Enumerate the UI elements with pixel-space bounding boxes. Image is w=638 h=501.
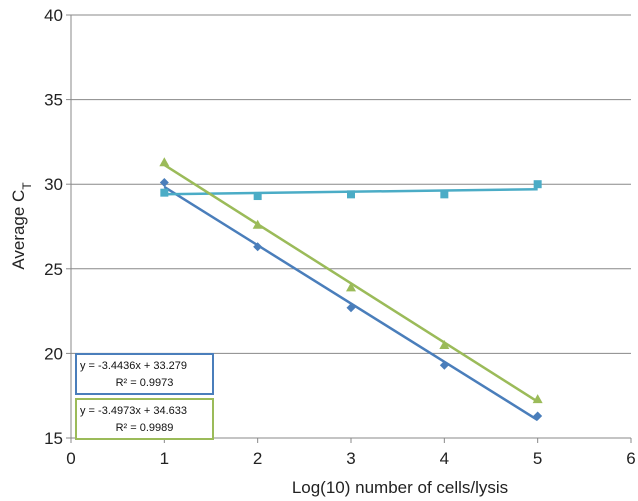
point-series-1-4 [439, 360, 449, 370]
point-series-3-2 [252, 219, 263, 229]
x-tick-label-3: 3 [346, 449, 355, 468]
point-series-2-1 [160, 188, 169, 197]
x-tick-label-4: 4 [440, 449, 449, 468]
point-series-2-5 [533, 180, 542, 189]
point-series-3-5 [532, 394, 543, 404]
point-series-1-2 [253, 242, 263, 252]
r2-text-series-3: R² = 0.9989 [116, 422, 174, 434]
trendlines [163, 163, 539, 422]
equation-box-series-1 [75, 353, 214, 395]
tick-labels: 15 20 25 30 35 40 0 1 2 3 4 5 6 [44, 6, 636, 468]
point-series-1-3 [346, 303, 356, 313]
y-tick-label-20: 20 [44, 344, 63, 363]
point-series-2-3 [347, 190, 355, 199]
x-axis-title: Log(10) number of cells/lysis [292, 478, 508, 497]
x-tick-label-2: 2 [253, 449, 262, 468]
point-series-2-2 [253, 192, 262, 201]
y-tick-label-25: 25 [44, 260, 63, 279]
y-tick-label-30: 30 [44, 175, 63, 194]
y-tick-label-35: 35 [44, 91, 63, 110]
point-series-3-3 [346, 282, 356, 292]
y-axis-title: Average CT [9, 182, 34, 270]
point-series-1-5 [533, 411, 543, 421]
equation-text-series-1: y = -3.4436x + 33.279 [80, 360, 187, 372]
point-series-1-1 [159, 178, 169, 188]
equation-text-series-3: y = -3.4973x + 34.633 [80, 405, 187, 417]
x-tick-label-5: 5 [533, 449, 542, 468]
y-tick-label-40: 40 [44, 6, 63, 25]
x-tick-label-0: 0 [66, 449, 75, 468]
x-tick-label-6: 6 [626, 449, 635, 468]
data-points [159, 157, 543, 421]
y-axis-title-subscript: T [20, 182, 34, 190]
y-tick-label-15: 15 [44, 429, 63, 448]
equation-box-series-3 [75, 398, 214, 440]
y-axis-title-main: Average C [9, 190, 28, 270]
point-series-3-4 [439, 339, 450, 349]
point-series-3-1 [159, 157, 170, 167]
r2-text-series-1: R² = 0.9973 [116, 377, 174, 389]
x-tick-label-1: 1 [160, 449, 169, 468]
equation-boxes: y = -3.4436x + 33.279 R² = 0.9973 y = -3.4… [75, 353, 214, 440]
point-series-2-4 [440, 190, 449, 199]
